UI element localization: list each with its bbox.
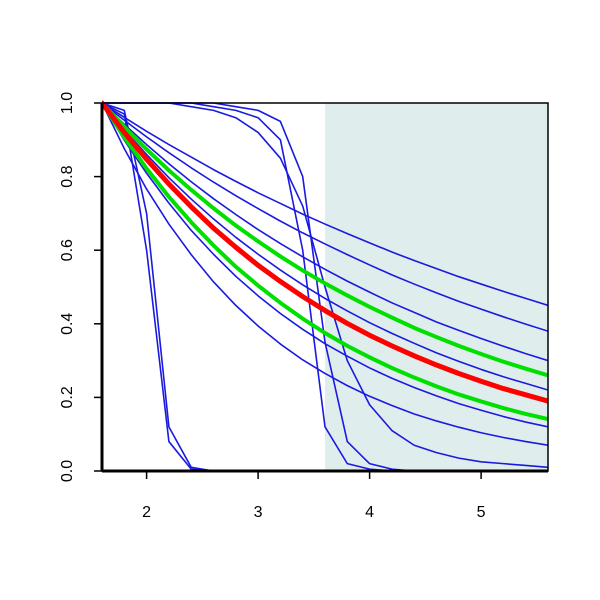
series-line — [102, 102, 548, 447]
series-line — [102, 102, 548, 307]
series-line — [102, 101, 548, 378]
y-tick-label: 0.6 — [59, 239, 76, 261]
y-tick-label: 0.4 — [59, 313, 76, 335]
y-tick-label: 0.8 — [59, 165, 76, 187]
series-line — [102, 102, 548, 332]
series-line — [102, 102, 548, 469]
y-tick-label: 1.0 — [59, 92, 76, 114]
y-tick-label: 0.0 — [59, 460, 76, 482]
series-line — [102, 100, 548, 404]
x-tick-label: 2 — [142, 504, 151, 521]
x-tick-label: 3 — [254, 504, 263, 521]
x-tick-label: 5 — [477, 504, 486, 521]
axis-layer: 2 3 4 5 0.0 0.2 0.4 0.6 0.8 1.0 — [59, 92, 549, 521]
series-line — [102, 102, 548, 362]
series-line — [102, 102, 548, 391]
x-tick-label: 4 — [365, 504, 374, 521]
series-line — [102, 101, 548, 422]
y-tick-label: 0.2 — [59, 386, 76, 408]
